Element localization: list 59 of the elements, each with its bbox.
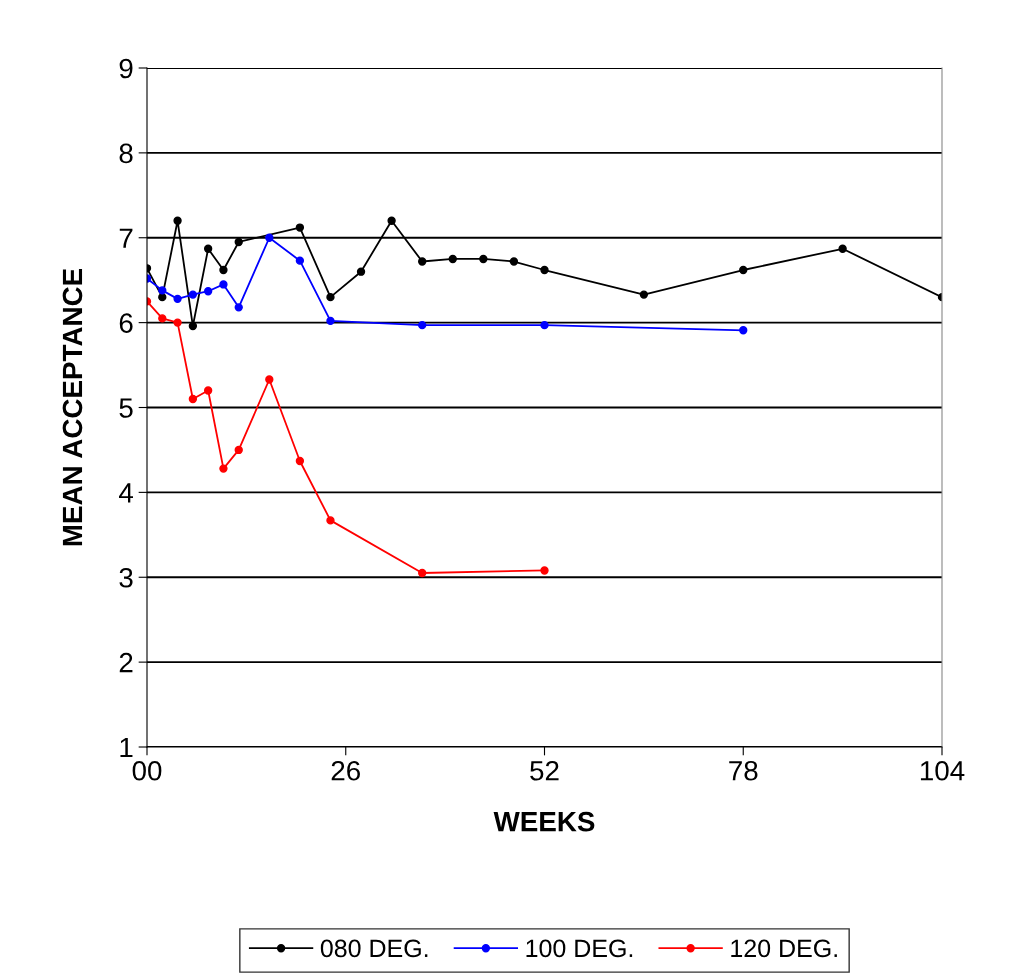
point <box>739 326 748 335</box>
y-tick-label: 2 <box>119 652 133 673</box>
point <box>203 386 213 395</box>
x-tick-label: 78 <box>729 760 758 781</box>
point <box>188 394 198 404</box>
y-tick-label: 5 <box>119 398 133 418</box>
legend-label: 100 DEG. <box>526 939 633 958</box>
point <box>448 254 457 264</box>
point <box>158 292 167 302</box>
point <box>234 445 243 455</box>
point <box>838 244 847 253</box>
y-tick-label: 3 <box>119 567 133 588</box>
point <box>326 316 335 326</box>
point <box>540 566 549 575</box>
point <box>158 286 167 295</box>
x-tick-label: 26 <box>331 760 360 781</box>
point <box>173 294 182 304</box>
point <box>326 292 335 302</box>
point <box>418 568 427 578</box>
point <box>639 290 649 299</box>
point <box>219 280 228 289</box>
point <box>219 464 228 473</box>
x-axis-title: WEEKS <box>493 811 595 832</box>
legend-label: 120 DEG. <box>731 939 837 958</box>
x-tick-label: 104 <box>920 760 965 781</box>
x-tick-label: 00 <box>132 760 162 781</box>
point <box>540 265 549 275</box>
point <box>540 321 549 330</box>
point <box>479 254 488 264</box>
point <box>295 256 305 265</box>
point <box>188 290 198 299</box>
point <box>234 237 243 247</box>
point <box>326 516 335 525</box>
y-tick-label: 4 <box>119 483 133 503</box>
point <box>387 216 396 225</box>
point <box>295 223 305 232</box>
point <box>203 244 213 253</box>
y-axis-title: MEAN ACCEPTANCE <box>62 268 83 546</box>
point <box>739 265 748 275</box>
legend-label: 080 DEG. <box>320 939 428 958</box>
point <box>509 257 519 266</box>
point <box>356 267 366 276</box>
point <box>265 375 274 384</box>
point <box>173 216 182 225</box>
point <box>173 318 182 327</box>
point <box>265 233 274 242</box>
point <box>203 287 213 296</box>
point <box>295 456 305 466</box>
y-tick-label: 1 <box>120 737 133 758</box>
y-tick-label: 6 <box>119 313 133 333</box>
point <box>219 265 228 275</box>
point <box>234 303 243 312</box>
y-tick-label: 9 <box>119 58 133 79</box>
point <box>418 257 427 266</box>
y-tick-label: 8 <box>119 143 133 164</box>
point <box>418 321 427 330</box>
y-tick-label: 7 <box>119 228 133 248</box>
point <box>158 314 167 323</box>
x-tick-label: 52 <box>530 760 559 781</box>
